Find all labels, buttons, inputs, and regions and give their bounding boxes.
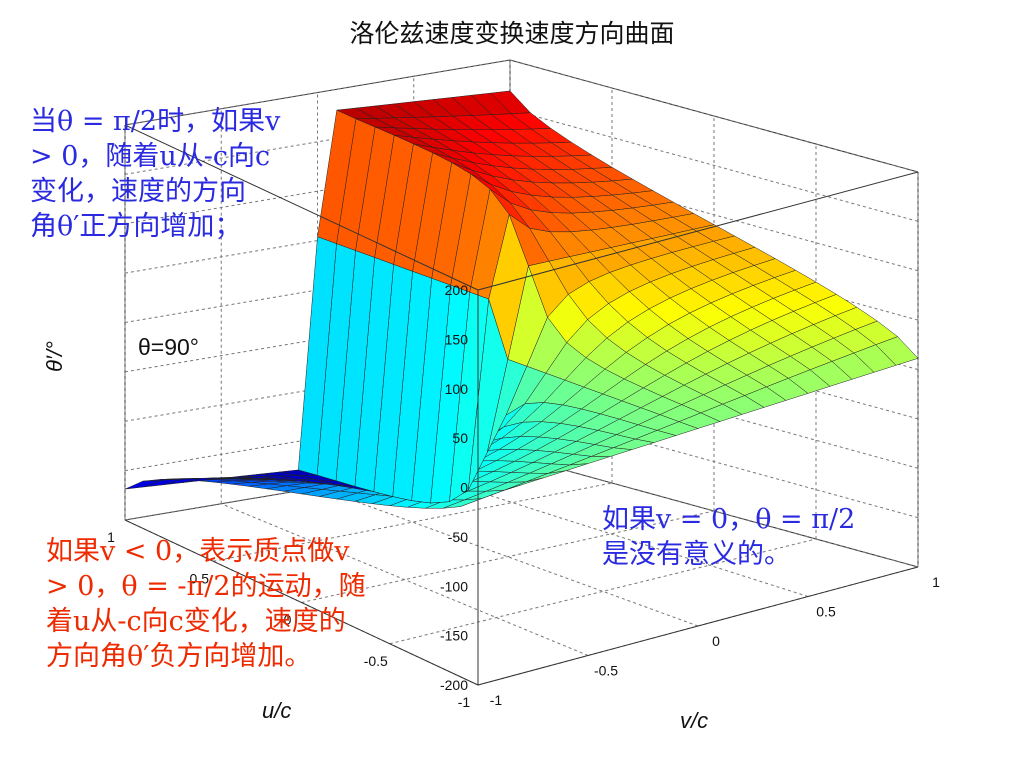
z-tick-label: 100	[445, 381, 469, 397]
z-tick-label: 0	[460, 480, 468, 496]
x-axis-label: u/c	[262, 698, 291, 723]
box-edge	[124, 519, 479, 686]
z-tick-label: 50	[452, 430, 468, 446]
note-line: 方向角θ′负方向增加。	[46, 641, 312, 672]
note-bottom-left: 如果v < 0，表示质点做v > 0，θ = -π/2的运动，随 着u从-c向c…	[46, 534, 366, 674]
y-tick-label: 1	[932, 574, 940, 590]
z-tick-labels: -200 -150 -100 -50 0 50 100 150 200	[440, 282, 468, 693]
surface-patch	[490, 90, 531, 114]
y-tick-label: -1	[490, 692, 503, 708]
grid-line	[509, 454, 919, 568]
z-tick-label: -150	[440, 628, 468, 644]
box-edge	[477, 171, 919, 291]
note-bottom-right: 如果v = 0，θ = π/2 是没有意义的。	[602, 502, 855, 572]
note-line: 如果v = 0，θ = π/2	[602, 504, 856, 535]
x-tick-label: 0.5	[190, 570, 210, 586]
chart-title: 洛伦兹速度变换速度方向曲面	[349, 19, 675, 48]
surface-mesh	[124, 90, 919, 509]
y-tick-label: 0	[712, 633, 720, 649]
x-tick-label: -1	[458, 694, 471, 710]
grid-line	[509, 108, 919, 222]
z-tick-label: 150	[445, 331, 469, 347]
note-line: 角θ′正方向增加；	[30, 211, 242, 242]
y-axis-label: v/c	[680, 708, 708, 733]
note-top-left: 当θ = π/2时，如果v > 0，随着u从-c向c 变化，速度的方向 角θ′正…	[30, 104, 280, 244]
x-tick-labels: -1 -0.5 0 0.5 1	[107, 529, 470, 710]
note-line: > 0，随着u从-c向c	[30, 141, 271, 172]
grid-line	[213, 482, 613, 562]
z-tick-label: -50	[448, 529, 468, 545]
box-edge	[124, 124, 479, 291]
y-tick-label: -0.5	[594, 663, 618, 679]
z-tick-label: -200	[440, 677, 468, 693]
theta-annotation: θ=90°	[138, 334, 200, 360]
z-axis-label: θ′/°	[42, 341, 67, 372]
z-tick-label: 200	[445, 282, 469, 298]
grid-line	[301, 510, 715, 603]
x-tick-label: 0	[284, 612, 292, 628]
grid-line	[124, 59, 511, 126]
grid-line	[221, 503, 589, 656]
note-line: 当θ = π/2时，如果v	[30, 106, 281, 137]
box-edge	[477, 566, 919, 686]
note-line: > 0，θ = -π/2的运动，随	[46, 571, 366, 602]
grid-line	[317, 487, 699, 627]
x-tick-label: 1	[107, 529, 115, 545]
note-line: 如果v < 0，表示质点做v	[46, 536, 350, 567]
z-tick-label: -100	[440, 578, 468, 594]
grid-line	[509, 59, 919, 173]
note-line: 变化，速度的方向	[30, 176, 246, 207]
grid-line	[389, 538, 817, 645]
y-tick-label: 0.5	[816, 604, 836, 620]
note-line: 是没有意义的。	[602, 539, 791, 570]
note-line: 着u从-c向c变化，速度的	[46, 606, 346, 637]
y-tick-labels: -1 -0.5 0 0.5 1	[490, 574, 940, 708]
x-tick-label: -0.5	[364, 653, 388, 669]
axis-box-front	[124, 124, 919, 686]
